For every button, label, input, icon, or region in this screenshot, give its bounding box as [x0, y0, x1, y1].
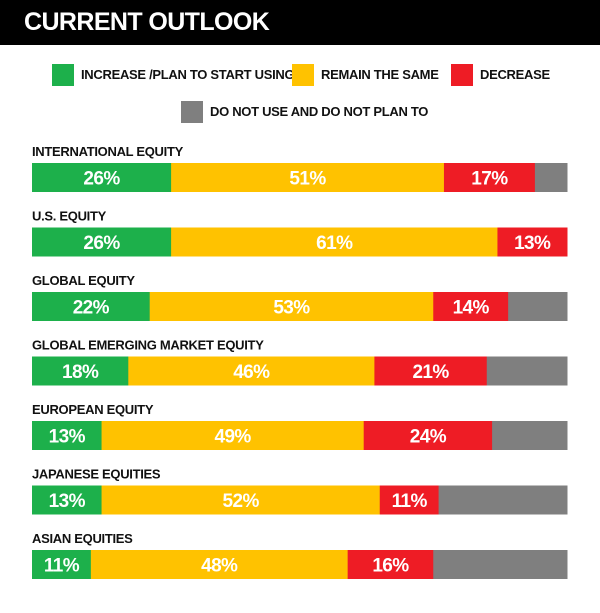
- data-label-remain: 52%: [223, 491, 260, 512]
- bar-segment-remain: [128, 356, 375, 386]
- legend-swatch-increase: [52, 64, 74, 86]
- category-label: GLOBAL EMERGING MARKET EQUITY: [32, 338, 264, 353]
- bar-segment-increase: [32, 292, 151, 321]
- bar-segment-decrease: [379, 485, 440, 515]
- category-label: ASIAN EQUITIES: [32, 531, 133, 546]
- legend-label-decrease: DECREASE: [480, 67, 550, 82]
- data-label-increase: 11%: [44, 556, 80, 577]
- bar-segment-decrease: [347, 550, 434, 579]
- data-label-decrease: 16%: [372, 556, 409, 577]
- legend-swatch-decrease: [451, 64, 473, 86]
- data-label-increase: 13%: [49, 427, 86, 448]
- bar-segment-remain: [171, 227, 498, 257]
- data-label-remain: 61%: [316, 233, 353, 254]
- data-label-remain: 53%: [273, 298, 310, 319]
- data-label-increase: 26%: [83, 169, 120, 190]
- legend-label-do-not-use: DO NOT USE AND DO NOT PLAN TO: [210, 104, 429, 119]
- category-label: GLOBAL EQUITY: [32, 273, 135, 288]
- data-label-decrease: 17%: [471, 169, 508, 190]
- data-label-decrease: 11%: [392, 491, 428, 512]
- data-label-remain: 48%: [201, 556, 238, 577]
- data-label-increase: 18%: [62, 362, 99, 383]
- category-label: U.S. EQUITY: [32, 209, 107, 224]
- data-label-decrease: 21%: [412, 362, 449, 383]
- data-label-decrease: 13%: [514, 233, 551, 254]
- data-label-remain: 46%: [233, 362, 270, 383]
- page-title: CURRENT OUTLOOK: [24, 8, 270, 36]
- bar-segment-increase: [32, 485, 103, 515]
- bar-segment-do-not-use: [534, 163, 568, 192]
- bar-segment-do-not-use: [508, 292, 568, 321]
- bar-segment-decrease: [374, 356, 488, 386]
- bar-segment-do-not-use: [433, 550, 568, 579]
- bar-segment-remain: [171, 163, 445, 192]
- bar-segment-do-not-use: [486, 356, 568, 386]
- data-label-remain: 49%: [215, 427, 252, 448]
- legend-swatch-remain: [292, 64, 314, 86]
- bar-segment-do-not-use: [438, 485, 568, 515]
- bar-segment-increase: [32, 550, 92, 579]
- legend-label-remain: REMAIN THE SAME: [321, 67, 439, 82]
- bar-segment-increase: [32, 227, 172, 257]
- data-label-increase: 13%: [49, 491, 86, 512]
- header-bar: CURRENT OUTLOOK: [0, 0, 600, 45]
- data-label-decrease: 24%: [410, 427, 447, 448]
- data-label-decrease: 14%: [453, 298, 490, 319]
- bar-segment-increase: [32, 421, 103, 450]
- bar-segment-remain: [101, 485, 381, 515]
- category-label: EUROPEAN EQUITY: [32, 402, 154, 417]
- category-label: JAPANESE EQUITIES: [32, 467, 161, 482]
- data-label-increase: 26%: [83, 233, 120, 254]
- bar-segment-decrease: [443, 163, 536, 192]
- bar-segment-increase: [32, 356, 129, 386]
- legend-swatch-do-not-use: [181, 101, 203, 123]
- bar-segment-increase: [32, 163, 172, 192]
- bar-segment-do-not-use: [492, 421, 568, 450]
- bar-segment-remain: [90, 550, 349, 579]
- bar-segment-decrease: [497, 227, 568, 257]
- bar-segment-decrease: [433, 292, 509, 321]
- data-label-increase: 22%: [73, 298, 110, 319]
- bar-segment-remain: [149, 292, 434, 321]
- data-label-remain: 51%: [289, 169, 326, 190]
- bar-segment-remain: [101, 421, 365, 450]
- legend-label-increase: INCREASE /PLAN TO START USING: [81, 67, 295, 82]
- category-label: INTERNATIONAL EQUITY: [32, 144, 184, 159]
- bar-segment-decrease: [363, 421, 493, 450]
